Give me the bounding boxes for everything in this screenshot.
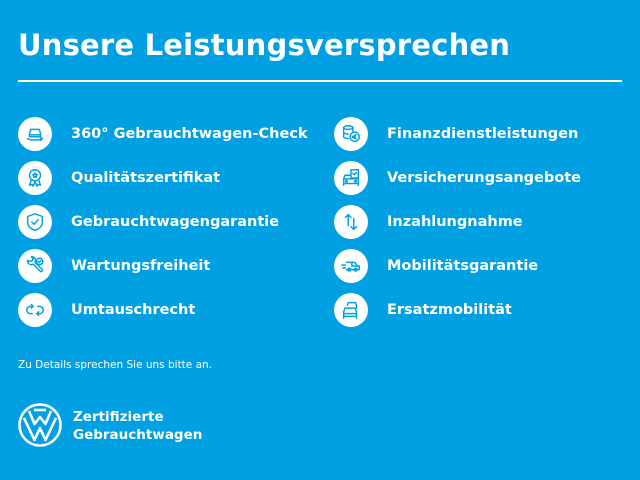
car-document-icon [334, 161, 368, 195]
wrench-check-icon [18, 249, 52, 283]
tow-truck-icon [334, 249, 368, 283]
service-item: Versicherungsangebote [334, 161, 581, 195]
service-item: Umtauschrecht [18, 293, 308, 327]
service-item: Mobilitätsgarantie [334, 249, 581, 283]
award-ribbon-icon [18, 161, 52, 195]
service-item: Inzahlungnahme [334, 205, 581, 239]
car-check-icon [18, 117, 52, 151]
service-item: 360° Gebrauchtwagen-Check [18, 117, 308, 151]
services-left-column: 360° Gebrauchtwagen-Check Qualitätszerti… [18, 117, 308, 337]
cars-stack-icon [334, 293, 368, 327]
page-title: Unsere Leistungsversprechen [18, 28, 511, 62]
brand-label: Zertifizierte Gebrauchtwagen [73, 408, 202, 444]
service-item: Qualitätszertifikat [18, 161, 308, 195]
service-item: Ersatzmobilität [334, 293, 581, 327]
services-right-column: Finanzdienstleistungen Versicherungsange… [334, 117, 581, 337]
shield-check-icon [18, 205, 52, 239]
up-down-arrows-icon [334, 205, 368, 239]
title-divider [18, 80, 622, 82]
service-item: Finanzdienstleistungen [334, 117, 581, 151]
exchange-arrows-icon [18, 293, 52, 327]
details-note: Zu Details sprechen Sie uns bitte an. [18, 359, 213, 371]
brand-line-2: Gebrauchtwagen [73, 427, 203, 443]
vw-logo [18, 403, 62, 447]
coins-euro-icon [334, 117, 368, 151]
service-item: Wartungsfreiheit [18, 249, 308, 283]
brand-line-1: Zertifizierte [73, 409, 164, 425]
service-item: Gebrauchtwagengarantie [18, 205, 308, 239]
